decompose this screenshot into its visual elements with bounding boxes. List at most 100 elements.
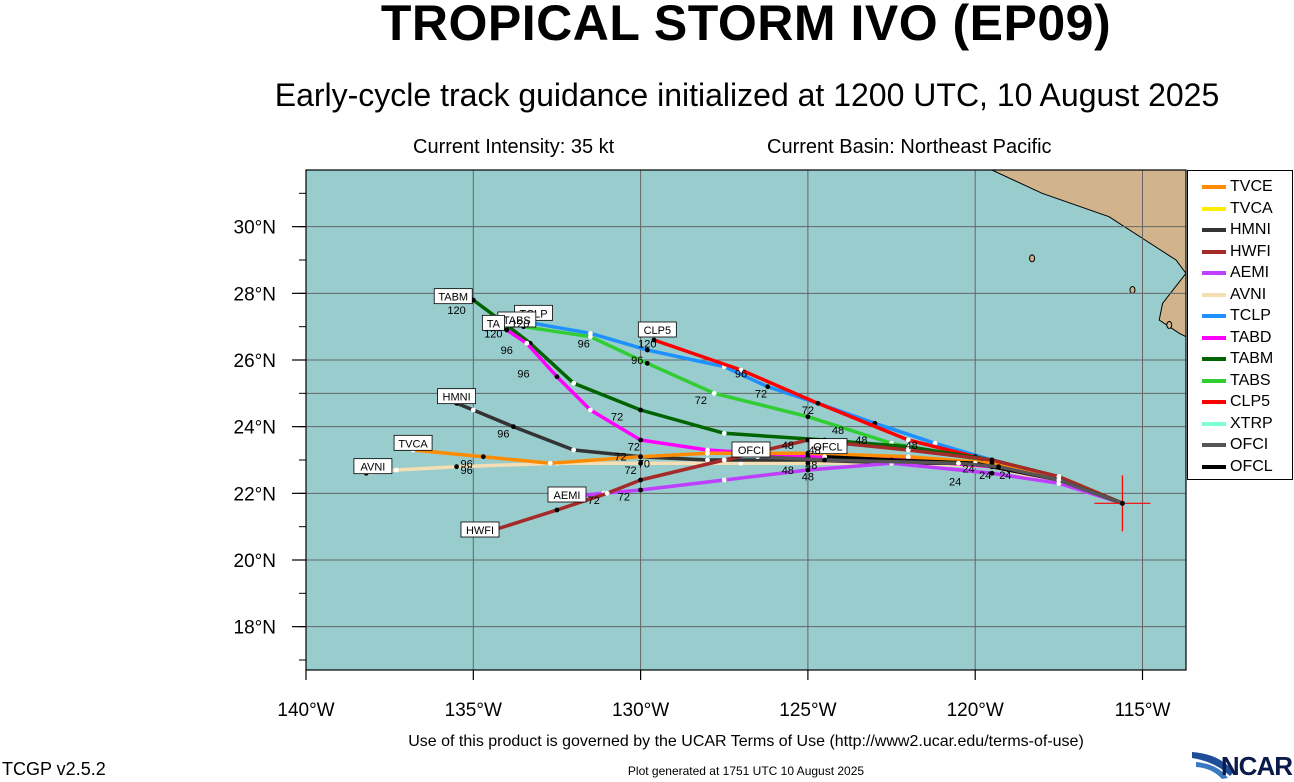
track-point-tvce — [638, 454, 644, 460]
legend-item-xtrp: XTRP — [1202, 414, 1273, 434]
legend-item-tvce: TVCE — [1202, 177, 1273, 197]
axes-layer: 140°W 135°W 130°W 125°W 120°W 115°W 18°N 20°N 22… — [234, 192, 1171, 721]
track-point-hmni — [511, 424, 516, 430]
track-point-ofci — [956, 460, 961, 466]
legend-swatch — [1202, 378, 1226, 383]
forecast-hour-label: 96 — [578, 338, 590, 350]
ocean-background — [306, 170, 1186, 670]
legend-swatch — [1202, 314, 1226, 318]
track-point-hwfi — [554, 507, 560, 513]
land-mass-0 — [991, 170, 1186, 275]
lon-tick-label: 135°W — [445, 700, 502, 721]
model-label-hwfi: HWFI — [466, 525, 494, 537]
track-point-ofcl — [822, 454, 828, 460]
track-point-tclp — [588, 330, 593, 336]
track-point-tabm — [571, 380, 577, 386]
model-label-avni: AVNI — [360, 462, 385, 474]
track-point-tabm — [638, 407, 644, 413]
forecast-hour-label: 24 — [949, 477, 961, 489]
track-point-hmni — [571, 447, 577, 453]
model-label-clp5: CLP5 — [644, 325, 672, 337]
track-point-tabd — [554, 374, 560, 380]
generated-text: Plot generated at 1751 UTC 10 August 202… — [627, 764, 865, 778]
legend-swatch — [1202, 292, 1226, 297]
track-point-tclp — [644, 347, 650, 353]
forecast-hour-label: 72 — [618, 492, 630, 504]
track-point-clp5 — [815, 400, 821, 406]
track-point-tabd — [524, 340, 530, 346]
track-point-avni — [393, 467, 399, 473]
lat-tick-label: 18°N — [234, 618, 276, 639]
legend-label: AEMI — [1230, 264, 1270, 281]
tracks-layer — [363, 297, 1151, 536]
track-point-tabd — [705, 447, 710, 453]
track-point-tabs — [805, 414, 811, 420]
legend-label: TABM — [1230, 350, 1274, 367]
forecast-hour-label: 96 — [517, 368, 529, 380]
track-point-hwfi — [604, 490, 610, 496]
legend-item-tabs: TABS — [1202, 371, 1271, 391]
forecast-hour-label: 72 — [802, 405, 814, 417]
forecast-hour-label: 24 — [999, 470, 1011, 482]
track-point-ofci — [1056, 477, 1062, 483]
storm-position-dot — [1119, 500, 1125, 506]
forecast-hour-label: 96 — [460, 465, 472, 477]
legend-item-ofci: OFCI — [1202, 435, 1268, 455]
model-label-box — [731, 441, 771, 458]
legend-item-hmni: HMNI — [1202, 220, 1271, 240]
ncar-logo: NCAR — [1190, 748, 1294, 781]
island-0 — [1029, 254, 1036, 263]
legend-label: HMNI — [1230, 221, 1271, 238]
track-point-hwfi — [1056, 474, 1062, 480]
legend-swatch — [1202, 249, 1226, 254]
legend-label: XTRP — [1230, 414, 1273, 432]
legend-item-avni: AVNI — [1202, 285, 1266, 305]
legend-swatch — [1202, 271, 1226, 275]
lat-tick-label: 22°N — [234, 484, 276, 505]
track-point-avni — [738, 460, 744, 466]
forecast-hour-label: 48 — [808, 445, 820, 457]
forecast-hour-label: 120 — [447, 305, 465, 317]
track-point-tclp — [932, 440, 938, 446]
legend-item-hwfi: HWFI — [1202, 242, 1271, 262]
forecast-hour-label: 72 — [695, 395, 707, 407]
legend-label: TVCA — [1230, 199, 1273, 217]
track-point-hmni — [470, 407, 476, 413]
model-label-ofci: OFCI — [738, 445, 764, 457]
track-point-aemi — [989, 470, 995, 476]
forecast-hour-label: 96 — [501, 345, 513, 357]
track-point-tabd — [588, 407, 593, 413]
forecast-hour-label: 96 — [497, 428, 509, 440]
model-label-box — [808, 438, 848, 455]
forecast-hour-label: 96 — [631, 355, 643, 367]
forecast-hour-label: 48 — [832, 425, 844, 437]
track-point-tabm — [905, 444, 911, 450]
terms-text: Use of this product is governed by the U… — [408, 733, 1084, 750]
legend-label: TCLP — [1230, 307, 1271, 324]
model-label-box — [637, 321, 677, 338]
model-label-box — [547, 486, 587, 503]
legend-item-aemi: AEMI — [1202, 263, 1269, 283]
forecast-hour-label: 72 — [611, 412, 623, 424]
legend-item-tvca: TVCA — [1202, 199, 1273, 219]
legend-label: CLP5 — [1230, 393, 1271, 410]
model-label-box — [433, 288, 473, 305]
lon-tick-label: 115°W — [1115, 700, 1171, 721]
legend-label: TVCE — [1230, 178, 1273, 195]
track-point-tabd — [504, 327, 510, 333]
lat-tick-label: 26°N — [234, 351, 276, 372]
lat-tick-label: 30°N — [234, 218, 276, 239]
legend-swatch — [1202, 185, 1226, 189]
island-1 — [1129, 286, 1136, 294]
track-point-ofci — [822, 457, 828, 463]
forecast-hour-label: 72 — [588, 495, 600, 507]
model-label-box — [353, 458, 393, 475]
forecast-hour-label: 48 — [855, 435, 867, 447]
track-point-hmni — [705, 457, 710, 463]
ncar-logo-icon — [1192, 752, 1234, 779]
track-point-tclp — [765, 384, 771, 390]
track-point-tvce — [905, 454, 911, 460]
forecast-hour-label: 24 — [979, 470, 991, 482]
lat-tick-label: 24°N — [234, 418, 276, 439]
model-label-ta: TA — [487, 318, 501, 330]
